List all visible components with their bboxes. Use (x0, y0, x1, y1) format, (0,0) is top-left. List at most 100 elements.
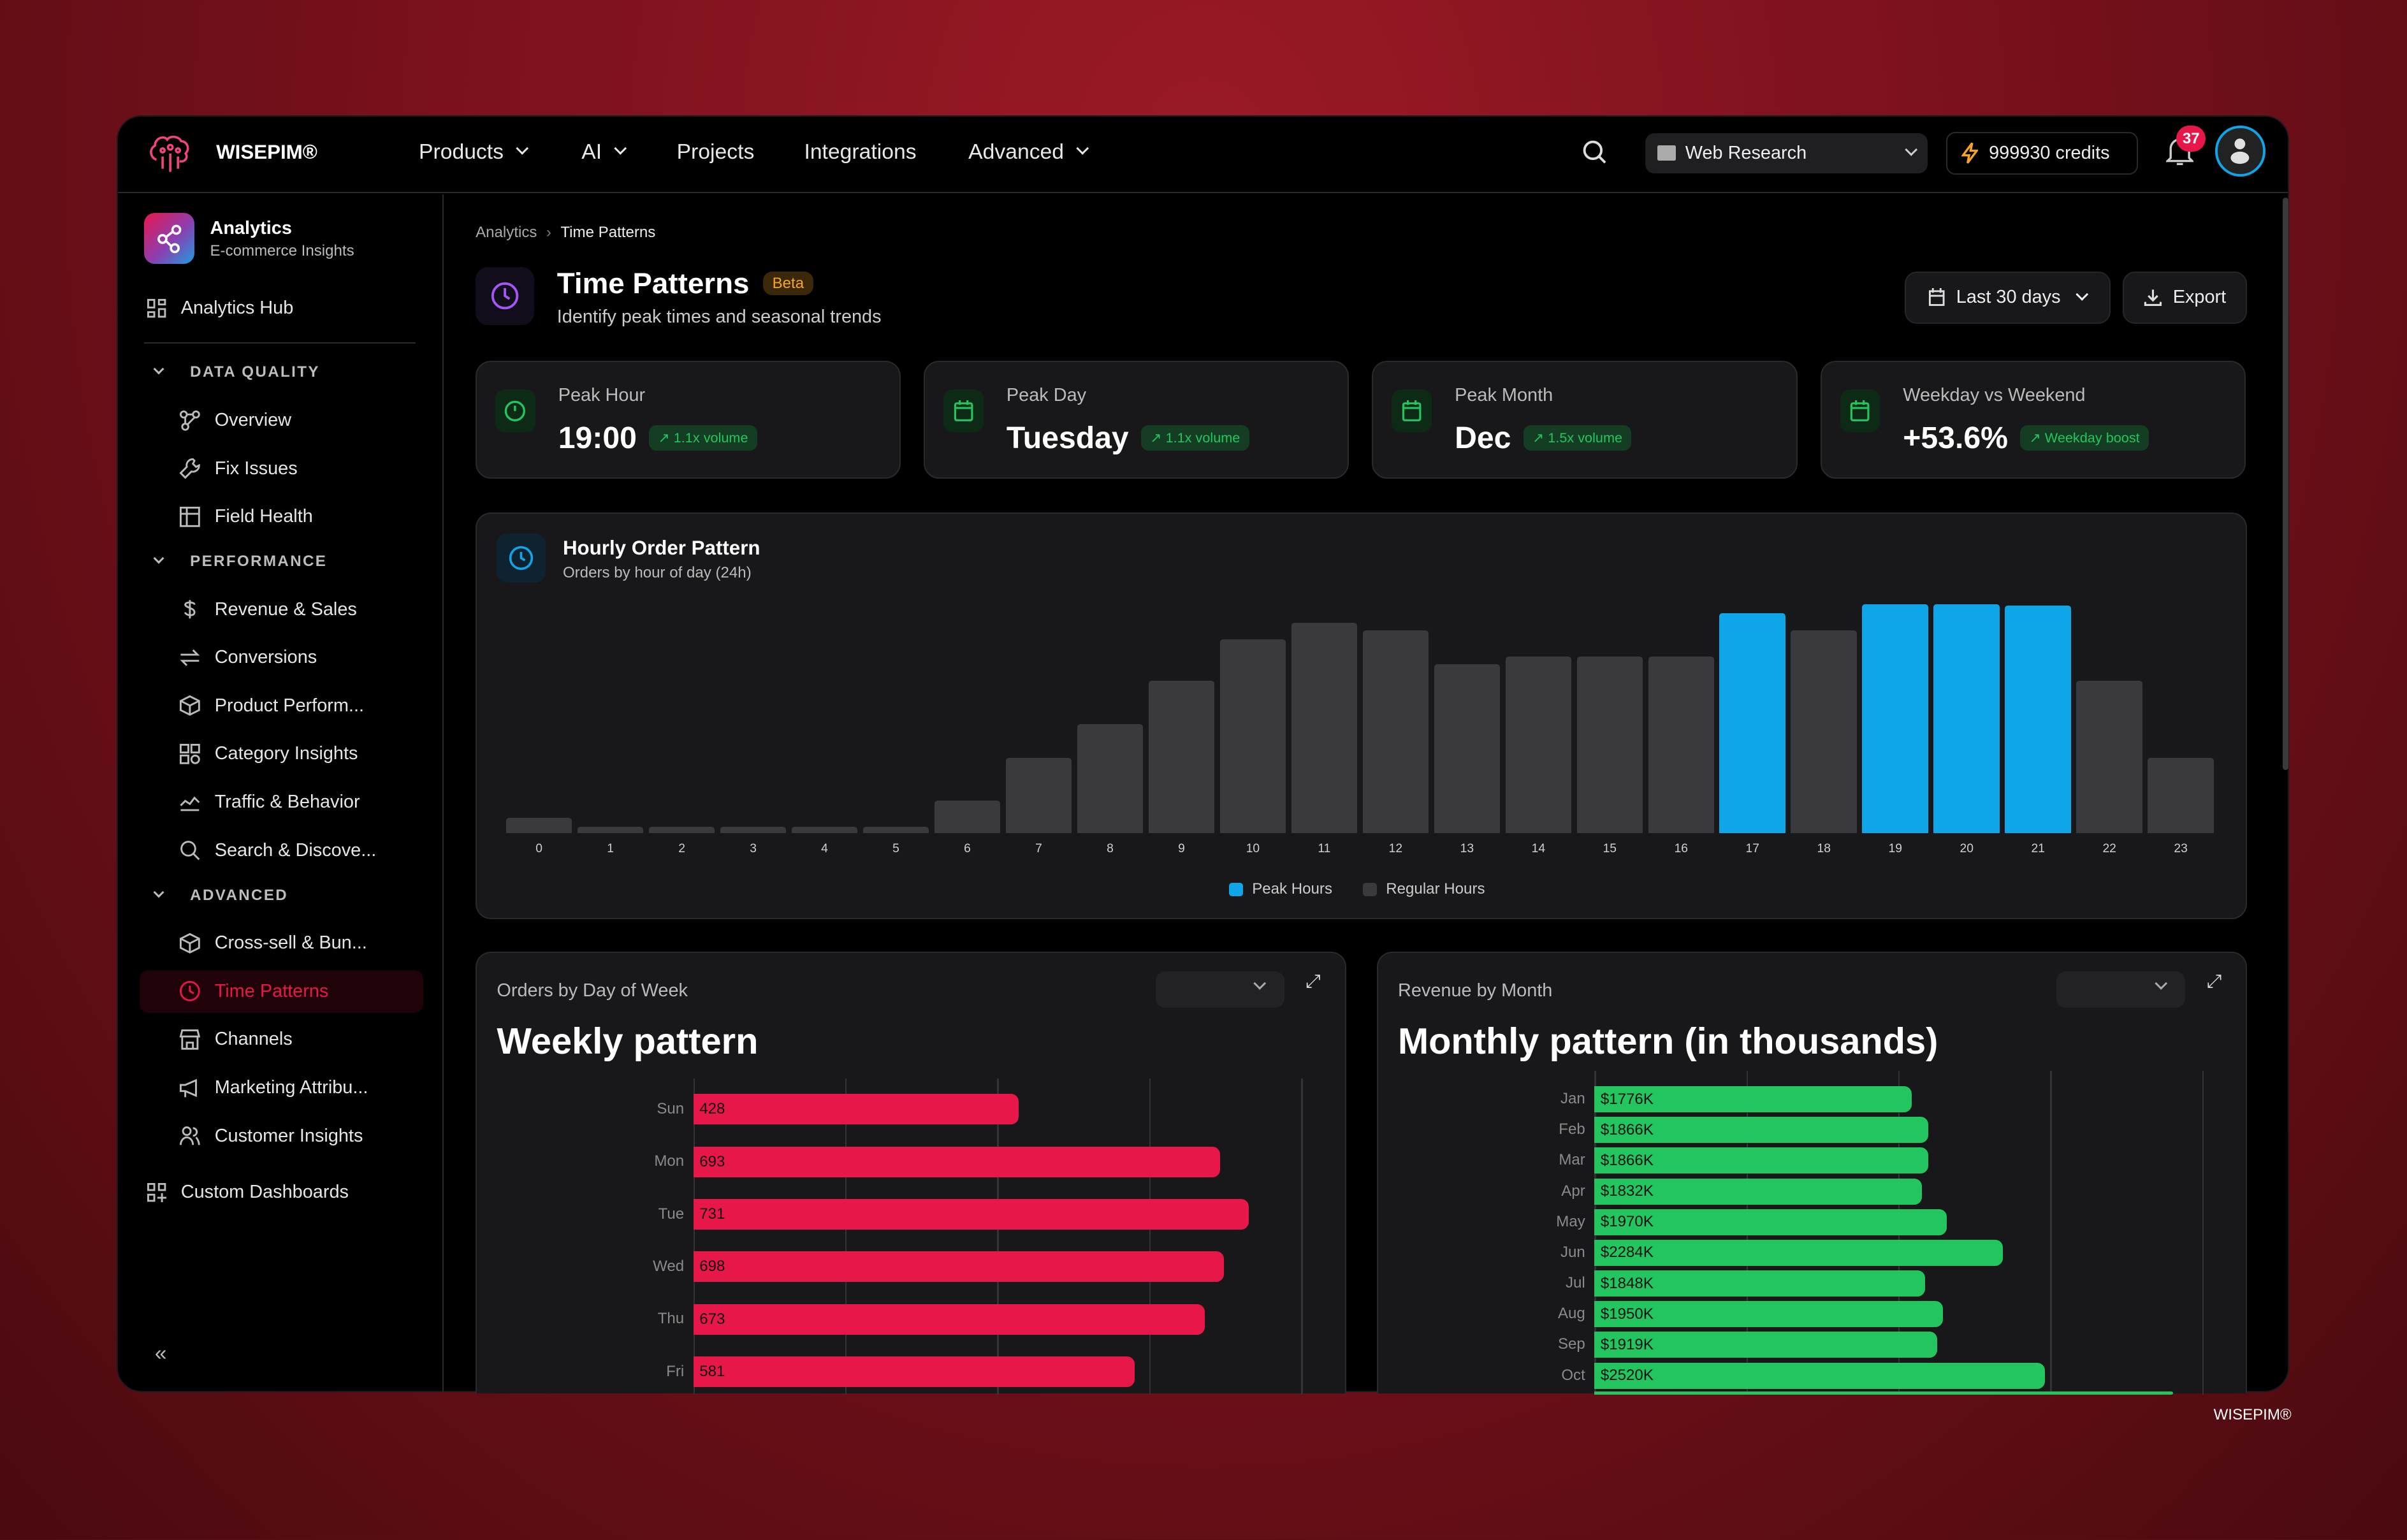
bar-apr[interactable]: $1832K (1594, 1178, 1923, 1205)
sidebar-item-label: Customer Insights (214, 1125, 363, 1146)
sidebar-item-time-patterns[interactable]: Time Patterns (179, 976, 328, 1006)
weekly-options-select[interactable] (1155, 971, 1284, 1008)
bar-thu[interactable]: 673 (693, 1304, 1205, 1335)
bar-value-label: $1866K (1600, 1151, 1654, 1169)
monthly-options-select[interactable] (2056, 971, 2186, 1008)
nav-projects[interactable]: Projects (677, 140, 755, 164)
sidebar-item-conversions[interactable]: Conversions (179, 643, 317, 673)
expand-icon[interactable]: ⤢ (2207, 971, 2222, 992)
nav-advanced[interactable]: Advanced (968, 140, 1089, 164)
sidebar-item-customer-insights[interactable]: Customer Insights (179, 1121, 363, 1151)
box-icon (179, 933, 201, 954)
sidebar-item-label: Time Patterns (214, 980, 329, 1001)
row-label: Tue (658, 1205, 685, 1223)
expand-icon[interactable]: ⤢ (1305, 971, 1321, 992)
sidebar-item-channels[interactable]: Channels (179, 1024, 293, 1055)
date-range-label: Last 30 days (1956, 287, 2061, 308)
bar-sun[interactable]: 428 (693, 1094, 1019, 1125)
hour-tick-label: 17 (1745, 842, 1759, 856)
calendar-icon (1392, 389, 1432, 433)
hour-bar-9[interactable] (1148, 681, 1215, 833)
hour-bar-6[interactable] (934, 801, 1001, 833)
workspace-select[interactable]: Web Research (1645, 133, 1928, 173)
grid-icon (179, 743, 201, 765)
bar-aug[interactable]: $1950K (1594, 1301, 1944, 1328)
breadcrumb-analytics[interactable]: Analytics (476, 224, 537, 242)
bar-mar[interactable]: $1866K (1594, 1147, 1928, 1174)
sidebar-item-analytics-hub[interactable]: Analytics Hub (145, 293, 293, 324)
nav-products[interactable]: Products (419, 139, 529, 164)
nav-label: Products (419, 139, 504, 164)
scrollbar[interactable] (2282, 198, 2289, 771)
hour-bar-2[interactable] (648, 827, 715, 833)
hour-bar-21[interactable] (2005, 606, 2071, 833)
hour-bar-4[interactable] (791, 827, 858, 833)
export-button[interactable]: Export (2123, 271, 2248, 324)
hour-bar-10[interactable] (1219, 639, 1286, 833)
app-window: WISEPIM® Products AI Projects Integrations A… (117, 115, 2289, 1395)
section-performance[interactable]: PERFORMANCE (149, 553, 327, 570)
hour-bar-14[interactable] (1505, 656, 1572, 833)
monthly-bar-chart: Jan $1776K Feb $1866K Mar $1866K Apr $1832K May $… (1378, 953, 2246, 1395)
hour-tick-label: 8 (1107, 842, 1114, 856)
bar-mon[interactable]: 693 (693, 1146, 1220, 1177)
sidebar-item-custom-dashboards[interactable]: Custom Dashboards (145, 1177, 349, 1208)
export-label: Export (2172, 287, 2227, 308)
hour-bar-8[interactable] (1077, 723, 1144, 833)
credits-button[interactable]: 999930 credits (1946, 131, 2139, 175)
bar-jun[interactable]: $2284K (1594, 1239, 2003, 1266)
brand-name[interactable]: WISEPIM® (216, 141, 317, 164)
sidebar-item-category-insights[interactable]: Category Insights (179, 739, 358, 769)
bar-may[interactable]: $1970K (1594, 1209, 1947, 1235)
sidebar-item-search-discove[interactable]: Search & Discove... (179, 835, 376, 866)
hour-bar-13[interactable] (1434, 664, 1501, 833)
hour-bar-17[interactable] (1719, 613, 1786, 833)
stat-value-row: 19:00 ↗ 1.1x volume (558, 420, 757, 456)
hour-bar-1[interactable] (577, 827, 644, 833)
bar-sep[interactable]: $1919K (1594, 1332, 1938, 1358)
sidebar-item-overview[interactable]: Overview (179, 405, 291, 435)
sidebar-item-field-health[interactable]: Field Health (179, 502, 313, 532)
grid-plus-icon (145, 1182, 167, 1203)
hour-bar-12[interactable] (1362, 630, 1429, 833)
stat-label: Weekday vs Weekend (1903, 384, 2086, 405)
hour-bar-0[interactable] (505, 817, 572, 833)
hour-bar-22[interactable] (2076, 681, 2142, 833)
hour-bar-23[interactable] (2148, 757, 2214, 833)
hour-bar-11[interactable] (1291, 622, 1358, 833)
nav-ai[interactable]: AI (581, 140, 627, 164)
bar-fri[interactable]: 581 (693, 1356, 1135, 1388)
bar-wed[interactable]: 698 (693, 1251, 1224, 1282)
hour-bar-7[interactable] (1005, 757, 1072, 833)
bar-jan[interactable]: $1776K (1594, 1086, 1912, 1113)
sidebar-item-traffic-behavior[interactable]: Traffic & Behavior (179, 787, 360, 817)
hour-bar-5[interactable] (862, 827, 929, 833)
sidebar-item-cross-sell-bun[interactable]: Cross-sell & Bun... (179, 928, 367, 959)
section-advanced[interactable]: ADVANCED (149, 887, 288, 904)
sidebar-item-revenue-sales[interactable]: Revenue & Sales (179, 594, 357, 625)
hour-bar-16[interactable] (1648, 656, 1715, 833)
hour-bar-3[interactable] (720, 827, 787, 833)
stat-badge-label: 1.1x volume (1165, 430, 1240, 446)
bar-value-label: 428 (699, 1100, 725, 1118)
hour-bar-19[interactable] (1862, 604, 1928, 833)
section-data-quality[interactable]: DATA QUALITY (149, 363, 320, 381)
collapse-sidebar-icon[interactable]: « (154, 1341, 167, 1366)
brain-logo-icon[interactable] (147, 132, 193, 181)
bar-oct[interactable]: $2520K (1594, 1362, 2046, 1389)
hour-bar-20[interactable] (1933, 604, 2000, 833)
hour-bar-18[interactable] (1791, 630, 1858, 833)
avatar[interactable] (2214, 126, 2266, 177)
bar-jul[interactable]: $1848K (1594, 1270, 1925, 1297)
nav-integrations[interactable]: Integrations (804, 140, 916, 164)
search-icon[interactable] (1582, 140, 1607, 171)
bar-tue[interactable]: 731 (693, 1198, 1249, 1230)
date-range-select[interactable]: Last 30 days (1905, 271, 2111, 324)
sidebar-item-marketing-attribu[interactable]: Marketing Attribu... (179, 1072, 368, 1103)
hour-bar-15[interactable] (1576, 656, 1643, 833)
sidebar-item-fix-issues[interactable]: Fix Issues (179, 453, 298, 484)
hourly-card-icon (497, 534, 546, 583)
sidebar-item-product-perform[interactable]: Product Perform... (179, 690, 364, 721)
stat-badge-label: 1.1x volume (673, 430, 748, 446)
bar-feb[interactable]: $1866K (1594, 1117, 1928, 1144)
